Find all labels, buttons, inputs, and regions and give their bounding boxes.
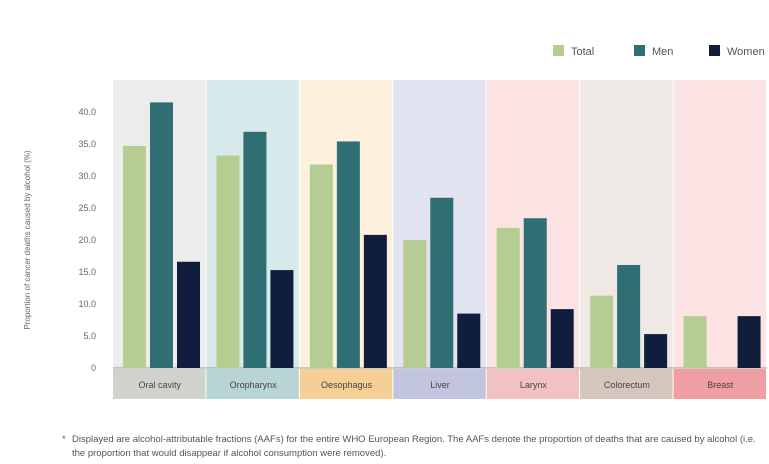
bar-total xyxy=(216,155,240,368)
category-labels: Oral cavity Oropharynx Oesophagus Liver Lary… xyxy=(113,369,766,399)
category-label: Colorectum xyxy=(604,380,650,390)
bar-men xyxy=(243,131,267,368)
category-label: Oral cavity xyxy=(138,380,181,390)
bar-men xyxy=(336,141,360,368)
bar-men xyxy=(523,218,547,368)
y-tick-label: 30.0 xyxy=(78,171,96,181)
bar-total xyxy=(683,316,707,368)
bar-total xyxy=(403,240,427,368)
category-label: Breast xyxy=(707,380,734,390)
legend-swatch-women xyxy=(709,45,720,56)
bar-total xyxy=(496,227,520,368)
bar-women xyxy=(363,234,387,368)
category-label-box xyxy=(486,369,580,399)
bar-total xyxy=(309,164,333,368)
y-tick-label: 40.0 xyxy=(78,107,96,117)
category-label: Liver xyxy=(430,380,450,390)
footnote: * Displayed are alcohol-attributable fra… xyxy=(62,433,762,461)
footnote-text: Displayed are alcohol-attributable fract… xyxy=(72,434,756,459)
y-tick-label: 10.0 xyxy=(78,299,96,309)
bars xyxy=(123,102,761,369)
category-label-box xyxy=(580,369,673,399)
bar-men xyxy=(430,197,454,368)
bar-women xyxy=(737,316,761,368)
bar-chart: 0 5.0 10.0 15.0 20.0 25.0 30.0 35.0 40.0 Oral ca… xyxy=(23,45,767,399)
bar-women xyxy=(644,334,668,368)
bar-women xyxy=(177,261,200,368)
legend: Total Men Women xyxy=(553,45,765,58)
category-label: Larynx xyxy=(520,380,548,390)
bar-women xyxy=(270,270,294,368)
bar-women xyxy=(457,313,481,368)
footnote-marker: * xyxy=(62,434,66,445)
legend-label-men: Men xyxy=(652,46,673,58)
category-label-box xyxy=(299,369,393,399)
y-tick-label: 25.0 xyxy=(78,203,96,213)
category-label: Oropharynx xyxy=(230,380,278,390)
category-label-box xyxy=(393,369,486,399)
category-label-box xyxy=(113,369,206,399)
category-label: Oesophagus xyxy=(321,380,373,390)
y-tick-label: 35.0 xyxy=(78,139,96,149)
legend-label-total: Total xyxy=(571,46,594,58)
category-label-box xyxy=(673,369,766,399)
bar-women xyxy=(550,309,574,368)
y-tick-label: 15.0 xyxy=(78,267,96,277)
bar-total xyxy=(590,295,614,368)
y-axis-label: Proportion of cancer deaths caused by al… xyxy=(23,150,32,330)
legend-label-women: Women xyxy=(727,46,765,58)
legend-swatch-men xyxy=(634,45,645,56)
bar-men xyxy=(617,264,641,368)
bar-men xyxy=(150,102,173,369)
legend-swatch-total xyxy=(553,45,564,56)
y-tick-label: 5.0 xyxy=(83,331,96,341)
bar-total xyxy=(123,145,146,368)
y-tick-label: 0 xyxy=(91,363,96,373)
category-label-box xyxy=(206,369,299,399)
y-tick-label: 20.0 xyxy=(78,235,96,245)
